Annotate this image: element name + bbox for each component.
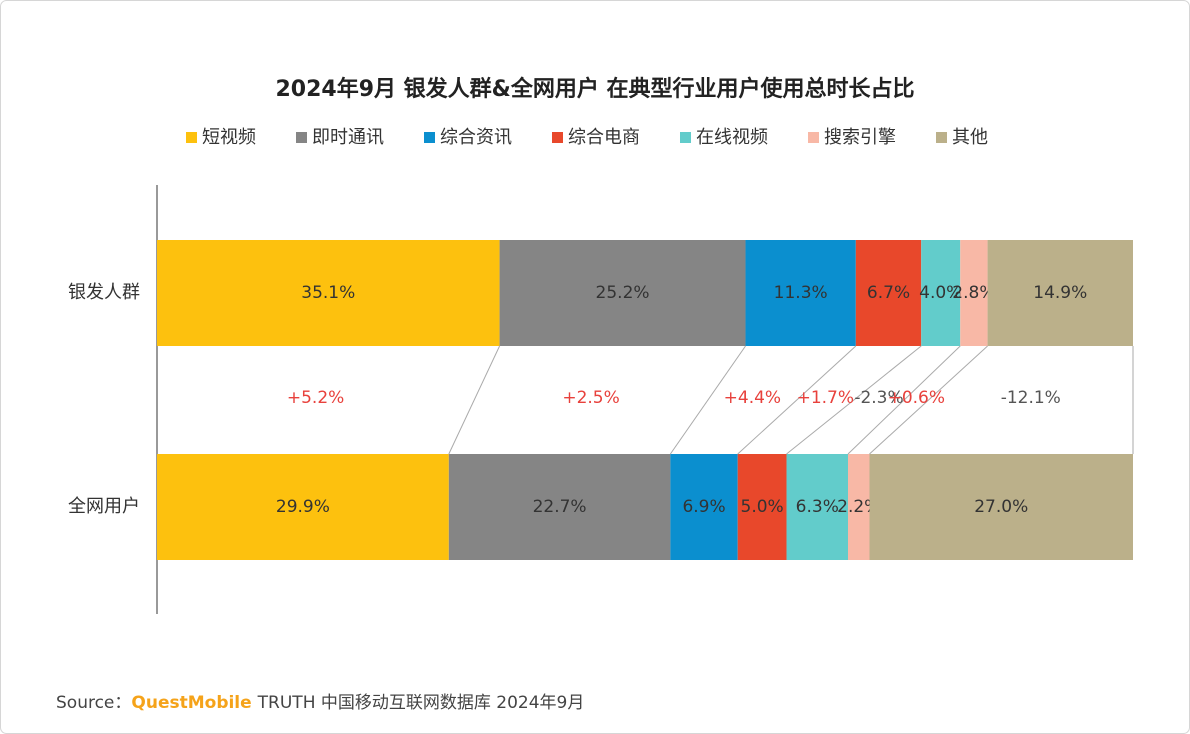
bar-segment [745, 240, 856, 346]
bar-segment [869, 454, 1133, 560]
connector [669, 345, 746, 455]
data-label: 5.0% [741, 497, 784, 517]
legend-label: 其他 [952, 127, 988, 148]
bar-segment [737, 454, 787, 560]
bar-segment [670, 454, 738, 560]
data-label: 22.7% [533, 497, 587, 517]
y-tick-label: 全网用户 [68, 496, 140, 517]
bar-segment [987, 240, 1133, 346]
y-tick-label: 银发人群 [68, 282, 140, 303]
legend-swatch [680, 132, 691, 143]
data-label: 14.9% [1033, 283, 1087, 303]
data-label: 25.2% [596, 283, 650, 303]
data-label: 6.7% [867, 283, 910, 303]
data-label: 35.1% [301, 283, 355, 303]
difference-label: +2.5% [562, 388, 619, 408]
data-label: 6.3% [796, 497, 839, 517]
legend-label: 综合资讯 [440, 127, 512, 148]
legend-swatch [186, 132, 197, 143]
chart-title: 2024年9月 银发人群&全网用户 在典型行业用户使用总时长占比 [275, 76, 914, 102]
legend-swatch [936, 132, 947, 143]
legend-label: 搜索引擎 [824, 127, 896, 148]
data-label: 27.0% [974, 497, 1028, 517]
difference-label: -2.3% [854, 388, 903, 408]
data-label: 2.8% [952, 283, 995, 303]
connector [448, 345, 501, 455]
source-text: TRUTH 中国移动互联网数据库 2024年9月 [257, 693, 585, 713]
connector [786, 345, 922, 455]
connector [847, 345, 961, 455]
difference-label: +4.4% [724, 388, 781, 408]
legend-label: 即时通讯 [312, 127, 384, 148]
data-label: 4.0% [919, 283, 962, 303]
data-label: 29.9% [276, 497, 330, 517]
legend-swatch [296, 132, 307, 143]
connector [737, 345, 857, 455]
legend-swatch [808, 132, 819, 143]
legend-label: 在线视频 [696, 127, 768, 148]
difference-label: +0.6% [888, 388, 945, 408]
bar-segment [499, 240, 746, 346]
source-brand: QuestMobile [131, 693, 251, 713]
bar-segment [157, 240, 500, 346]
source: Source：QuestMobile TRUTH 中国移动互联网数据库 2024年… [56, 693, 584, 713]
bar-segment [157, 454, 449, 560]
data-label: 6.9% [682, 497, 725, 517]
bar-segment [786, 454, 849, 560]
difference-label: -12.1% [1001, 388, 1061, 408]
difference-label: +5.2% [287, 388, 344, 408]
connector [869, 345, 988, 455]
legend-swatch [552, 132, 563, 143]
legend-label: 短视频 [202, 127, 256, 148]
difference-label: +1.7% [797, 388, 854, 408]
legend-swatch [424, 132, 435, 143]
bar-segment [448, 454, 671, 560]
source-prefix: Source： [56, 693, 131, 713]
bar-segment [848, 454, 870, 560]
bar-segment [921, 240, 961, 346]
bar-segment [960, 240, 988, 346]
legend-label: 综合电商 [568, 127, 640, 148]
data-label: 11.3% [774, 283, 828, 303]
bar-segment [855, 240, 922, 346]
